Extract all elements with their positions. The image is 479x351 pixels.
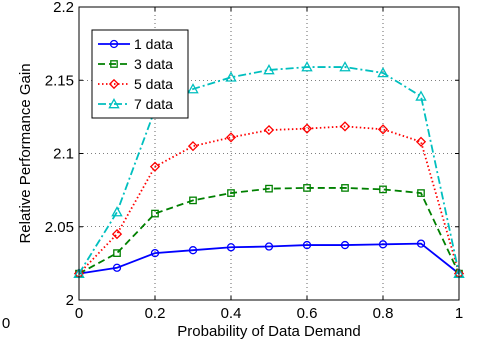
data-point-circle bbox=[378, 240, 388, 249]
data-point-diamond bbox=[225, 132, 237, 143]
data-point-circle bbox=[188, 246, 198, 255]
data-point-square bbox=[151, 209, 159, 218]
data-point-triangle bbox=[187, 83, 199, 94]
data-point-square bbox=[227, 189, 235, 197]
data-point-circle bbox=[340, 240, 350, 250]
stray-tick-text: 0 bbox=[2, 315, 10, 332]
data-point-circle bbox=[109, 39, 119, 49]
data-point-triangle bbox=[301, 61, 313, 72]
data-point-circle bbox=[416, 239, 426, 248]
x-tick-label: 0.2 bbox=[145, 305, 166, 322]
x-tick-label: 0.8 bbox=[373, 305, 394, 322]
data-point-diamond bbox=[339, 121, 351, 132]
series-line bbox=[78, 125, 460, 275]
x-axis-label: Probability of Data Demand bbox=[177, 323, 360, 340]
data-point-diamond bbox=[263, 124, 275, 136]
axis-ticks: 0 0.2 0.4 0.6 0.8 1 2 2.05 2.1 2.15 2.2 bbox=[45, 0, 463, 322]
data-point-square bbox=[379, 185, 387, 194]
y-tick-label: 2.05 bbox=[45, 219, 74, 236]
x-tick-label: 0.6 bbox=[297, 305, 318, 322]
data-point-square bbox=[417, 189, 425, 197]
legend: 1 data 3 data 5 data 7 data bbox=[91, 29, 189, 119]
series-lines bbox=[73, 61, 465, 279]
data-point-circle bbox=[264, 242, 274, 251]
data-point-diamond bbox=[415, 136, 427, 147]
y-tick-label: 2.1 bbox=[53, 146, 74, 163]
data-point-circle bbox=[302, 240, 312, 250]
series-1-data bbox=[74, 239, 464, 278]
x-tick-label: 0 bbox=[75, 305, 83, 322]
data-point-triangle bbox=[377, 66, 389, 78]
y-tick-label: 2 bbox=[66, 292, 74, 309]
x-tick-label: 0.4 bbox=[221, 305, 242, 322]
data-point-circle bbox=[112, 263, 122, 272]
data-point-square bbox=[265, 184, 273, 193]
data-point-diamond bbox=[108, 78, 120, 90]
data-point-triangle bbox=[108, 98, 120, 109]
y-axis-label: Relative Performance Gain bbox=[17, 63, 34, 243]
y-tick-label: 2.2 bbox=[53, 0, 74, 16]
data-point-square bbox=[189, 196, 197, 205]
y-tick-label: 2.15 bbox=[45, 72, 74, 89]
data-point-circle bbox=[226, 243, 236, 252]
data-point-triangle bbox=[263, 64, 275, 75]
x-tick-label: 1 bbox=[455, 305, 463, 322]
series-3-data bbox=[75, 184, 463, 278]
legend-label: 1 data bbox=[134, 36, 173, 52]
data-point-triangle bbox=[225, 71, 237, 82]
series-line bbox=[78, 66, 460, 275]
data-point-diamond bbox=[301, 123, 313, 134]
data-point-triangle bbox=[111, 206, 123, 217]
legend-label: 5 data bbox=[134, 76, 173, 92]
series-5-data bbox=[73, 121, 465, 279]
data-point-diamond bbox=[111, 228, 123, 240]
data-point-square bbox=[110, 60, 118, 68]
data-point-diamond bbox=[377, 124, 389, 135]
legend-label: 3 data bbox=[134, 56, 173, 72]
data-point-circle bbox=[150, 248, 160, 258]
data-point-diamond bbox=[149, 161, 161, 172]
data-point-diamond bbox=[187, 141, 199, 152]
data-point-square bbox=[303, 184, 311, 192]
data-point-square bbox=[113, 249, 121, 257]
data-point-square bbox=[341, 184, 349, 192]
legend-label: 7 data bbox=[134, 96, 173, 112]
data-point-triangle bbox=[415, 90, 427, 101]
series-line bbox=[78, 242, 460, 275]
data-point-triangle bbox=[339, 61, 351, 72]
series-line bbox=[78, 187, 460, 275]
